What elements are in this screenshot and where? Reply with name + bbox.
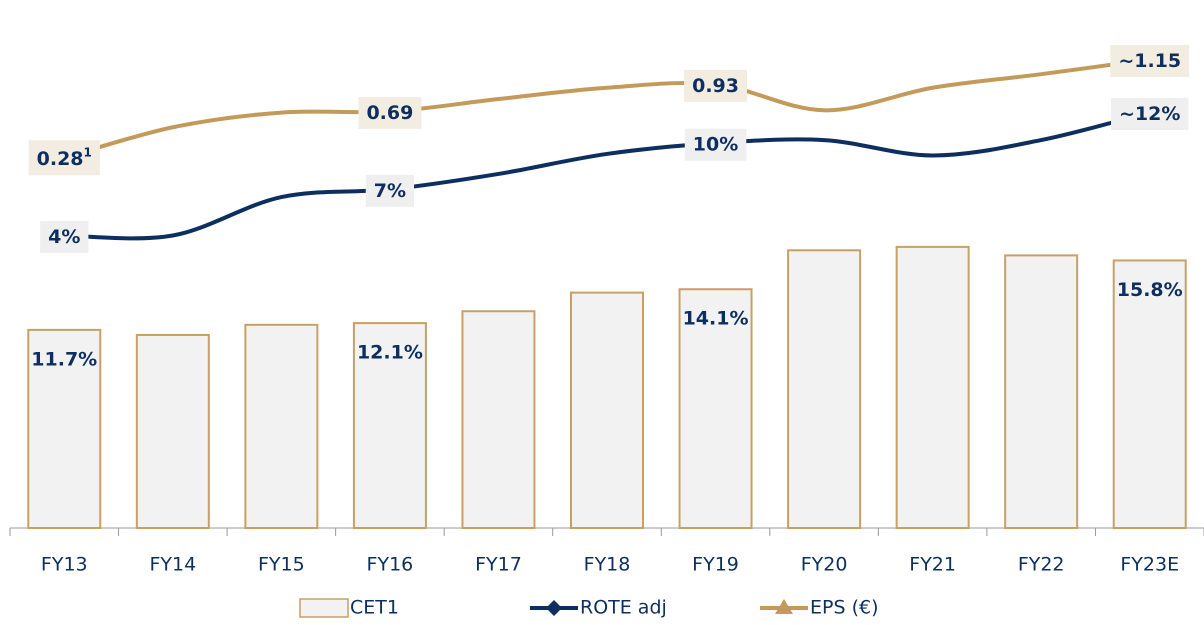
x-tick-label: FY17 bbox=[475, 554, 522, 576]
label-box bbox=[365, 174, 415, 207]
data-label: ~12% bbox=[1119, 103, 1180, 125]
label-box bbox=[684, 69, 747, 102]
label-box bbox=[684, 128, 747, 161]
x-tick-label: FY15 bbox=[258, 554, 305, 576]
legend-label: CET1 bbox=[350, 597, 399, 619]
x-tick-label: FY23E bbox=[1120, 554, 1179, 576]
x-tick-label: FY22 bbox=[1018, 554, 1065, 576]
label-box bbox=[1110, 45, 1190, 78]
data-label: 11.7% bbox=[31, 348, 97, 370]
x-tick-label: FY16 bbox=[367, 554, 414, 576]
bar bbox=[461, 310, 536, 529]
legend-swatch bbox=[299, 598, 349, 618]
bar bbox=[1004, 254, 1079, 530]
data-label: 7% bbox=[374, 180, 406, 202]
x-tick-label: FY14 bbox=[149, 554, 196, 576]
bar bbox=[27, 328, 102, 529]
data-label: 14.1% bbox=[683, 308, 749, 330]
data-label: 0.281 bbox=[37, 145, 92, 170]
label-box bbox=[358, 96, 422, 129]
bar bbox=[135, 333, 210, 529]
data-label: 10% bbox=[693, 134, 738, 156]
bar bbox=[570, 291, 644, 530]
line bbox=[63, 57, 1150, 160]
data-label: 4% bbox=[48, 226, 80, 248]
footnote: 1 bbox=[84, 145, 92, 159]
label-box bbox=[28, 140, 100, 176]
legend-marker bbox=[775, 599, 793, 614]
x-tick-label: FY13 bbox=[41, 554, 88, 576]
legend-label: ROTE adj bbox=[580, 597, 667, 619]
data-label: 0.93 bbox=[692, 75, 739, 97]
bar bbox=[244, 323, 319, 529]
legend-marker bbox=[546, 600, 562, 616]
data-label: 12.1% bbox=[357, 342, 423, 364]
data-label: ~1.15 bbox=[1118, 50, 1181, 72]
line bbox=[64, 110, 1151, 241]
bar bbox=[352, 322, 427, 529]
label-box bbox=[1111, 97, 1189, 130]
x-tick-label: FY19 bbox=[692, 554, 739, 576]
x-tick-label: FY20 bbox=[801, 554, 848, 576]
legend-label: EPS (€) bbox=[810, 597, 878, 619]
x-tick-label: FY21 bbox=[909, 554, 956, 576]
x-tick-label: FY18 bbox=[584, 554, 631, 576]
data-label: 0.69 bbox=[366, 102, 413, 124]
bar bbox=[895, 245, 970, 529]
data-label: 15.8% bbox=[1117, 279, 1183, 301]
bar bbox=[678, 288, 753, 529]
bar bbox=[787, 249, 862, 529]
label-box bbox=[40, 221, 89, 254]
bar bbox=[1112, 259, 1187, 529]
